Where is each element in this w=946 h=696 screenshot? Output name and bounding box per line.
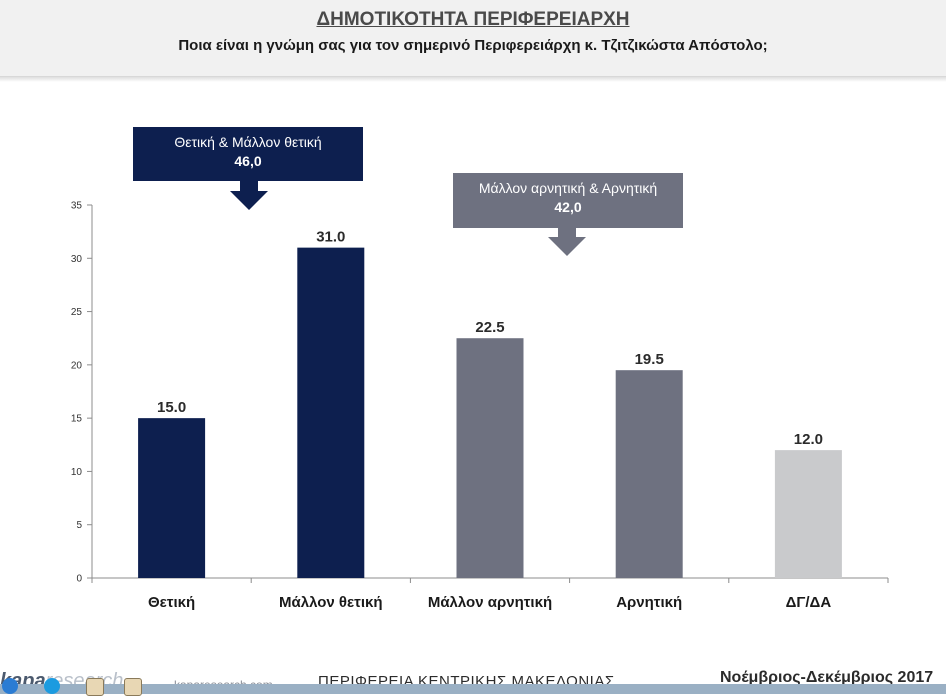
slide-title: ΔΗΜΟΤΙΚΟΤΗΤΑ ΠΕΡΙΦΕΡΕΙΑΡΧΗ: [316, 9, 630, 30]
y-tick-label: 25: [71, 307, 83, 318]
positive-callout-arrow: [230, 181, 268, 210]
x-category-label: Μάλλον αρνητική: [428, 594, 552, 611]
taskbar: [0, 678, 946, 696]
callout-arrows: [230, 181, 586, 256]
negative-callout-label: Μάλλον αρνητική & Αρνητική: [478, 180, 658, 196]
bars-group: 15.0 Θετική 31.0 Μάλλον θετική 22.5 Μάλλον αρ…: [138, 229, 842, 611]
positive-callout-label: Θετική & Μάλλον θετική: [174, 134, 322, 150]
y-tick-label: 20: [71, 360, 83, 371]
bar: [774, 450, 842, 578]
header-shadow: [0, 76, 946, 82]
y-tick-label: 10: [71, 467, 83, 478]
x-category-label: Θετική: [148, 594, 195, 611]
slide-subtitle: Ποια είναι η γνώμη σας για τον σημερινό …: [178, 37, 768, 54]
negative-callout-value: 42,0: [554, 199, 582, 215]
positive-callout-box: Θετική & Μάλλον θετική 46,0: [133, 127, 363, 181]
start-icon[interactable]: [2, 678, 18, 694]
x-category-label: ΔΓ/ΔΑ: [786, 594, 832, 611]
bar-value-label: 15.0: [157, 399, 186, 416]
bar-value-label: 31.0: [316, 229, 345, 246]
document-icon[interactable]: [86, 678, 104, 696]
negative-callout-box: Μάλλον αρνητική & Αρνητική 42,0: [453, 173, 683, 228]
document-icon[interactable]: [124, 678, 142, 696]
y-tick-label: 30: [71, 254, 83, 265]
bar-value-label: 12.0: [794, 431, 823, 448]
y-tick-label: 35: [71, 201, 83, 212]
bar: [456, 338, 524, 578]
bar: [138, 418, 206, 578]
bar: [297, 247, 365, 578]
negative-callout-arrow: [548, 228, 586, 256]
slide-header: ΔΗΜΟΤΙΚΟΤΗΤΑ ΠΕΡΙΦΕΡΕΙΑΡΧΗ Ποια είναι η …: [0, 0, 946, 82]
bar-value-label: 19.5: [635, 351, 664, 368]
x-category-label: Μάλλον θετική: [279, 594, 383, 611]
y-tick-label: 0: [76, 574, 82, 585]
bar-value-label: 22.5: [475, 319, 504, 336]
x-category-label: Αρνητική: [616, 594, 682, 611]
footer-period: Νοέμβριος-Δεκέμβριος 2017: [720, 669, 934, 686]
positive-callout-value: 46,0: [234, 153, 262, 169]
y-tick-label: 15: [71, 414, 83, 425]
skype-icon[interactable]: [44, 678, 60, 694]
y-tick-label: 5: [76, 520, 82, 531]
bar: [615, 370, 683, 578]
